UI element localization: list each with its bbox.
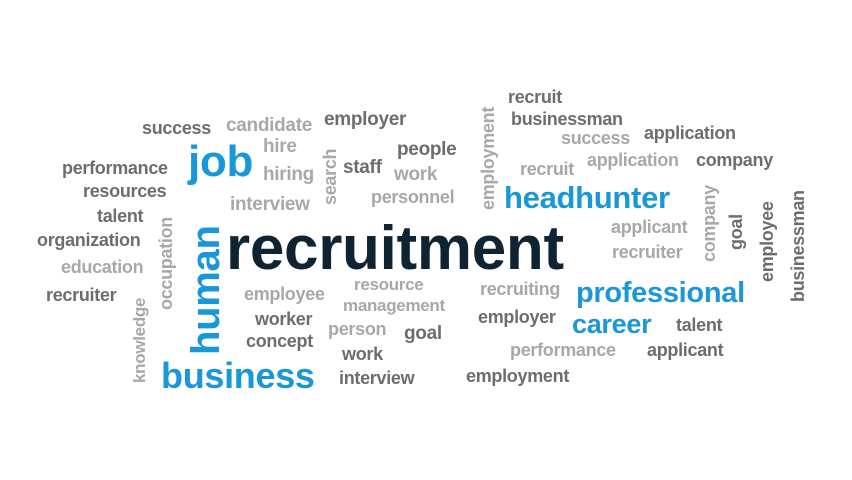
word-career: career <box>572 309 652 339</box>
word-performance-2: performance <box>510 340 616 360</box>
word-hiring: hiring <box>263 164 314 185</box>
word-staff: staff <box>343 157 382 178</box>
word-employment-2: employment <box>466 366 570 386</box>
word-success-2: success <box>561 128 630 148</box>
word-search: search <box>320 148 340 205</box>
word-resource: resource <box>354 275 424 294</box>
word-employee: employee <box>244 284 325 304</box>
word-interview-2: interview <box>339 368 415 388</box>
word-work: work <box>394 164 438 185</box>
word-performance: performance <box>62 158 168 178</box>
word-success: success <box>142 118 211 138</box>
word-education: education <box>61 257 144 277</box>
word-goal: goal <box>404 323 442 344</box>
word-businessman-2: businessman <box>788 190 808 302</box>
word-person: person <box>328 319 387 339</box>
word-applicant: applicant <box>611 217 688 237</box>
word-personnel: personnel <box>371 187 455 207</box>
word-business: business <box>161 355 315 396</box>
word-headhunter: headhunter <box>504 180 670 215</box>
word-recruiter: recruiter <box>46 285 117 305</box>
word-businessman: businessman <box>511 109 623 129</box>
word-worker: worker <box>255 309 313 329</box>
word-employee-2: employee <box>757 201 777 282</box>
word-recruiting: recruiting <box>480 279 561 299</box>
word-candidate: candidate <box>226 115 312 136</box>
word-recruit: recruit <box>508 87 562 107</box>
word-management: management <box>343 296 445 315</box>
word-occupation: occupation <box>156 216 176 310</box>
word-talent: talent <box>97 206 144 226</box>
word-employer: employer <box>324 109 407 130</box>
word-employment: employment <box>478 106 498 210</box>
word-recruitment: recruitment <box>226 214 564 283</box>
word-application: application <box>644 123 736 143</box>
word-recruit-2: recruit <box>520 159 574 179</box>
word-organization: organization <box>37 230 141 250</box>
word-application-2: application <box>587 150 679 170</box>
word-company: company <box>696 150 773 170</box>
word-employer-2: employer <box>478 307 556 327</box>
word-goal-2: goal <box>726 214 746 250</box>
word-recruiter-2: recruiter <box>612 242 683 262</box>
word-interview: interview <box>230 194 310 215</box>
word-concept: concept <box>246 331 313 351</box>
word-hire: hire <box>263 136 297 157</box>
word-company-2: company <box>699 185 719 262</box>
word-knowledge: knowledge <box>130 297 149 383</box>
word-work-2: work <box>342 344 383 364</box>
word-human: human <box>184 225 228 355</box>
word-job: job <box>188 137 254 186</box>
word-professional: professional <box>576 277 745 309</box>
word-resources: resources <box>83 181 167 201</box>
word-people: people <box>397 139 457 160</box>
word-applicant-2: applicant <box>647 340 724 360</box>
word-talent-2: talent <box>676 315 723 335</box>
